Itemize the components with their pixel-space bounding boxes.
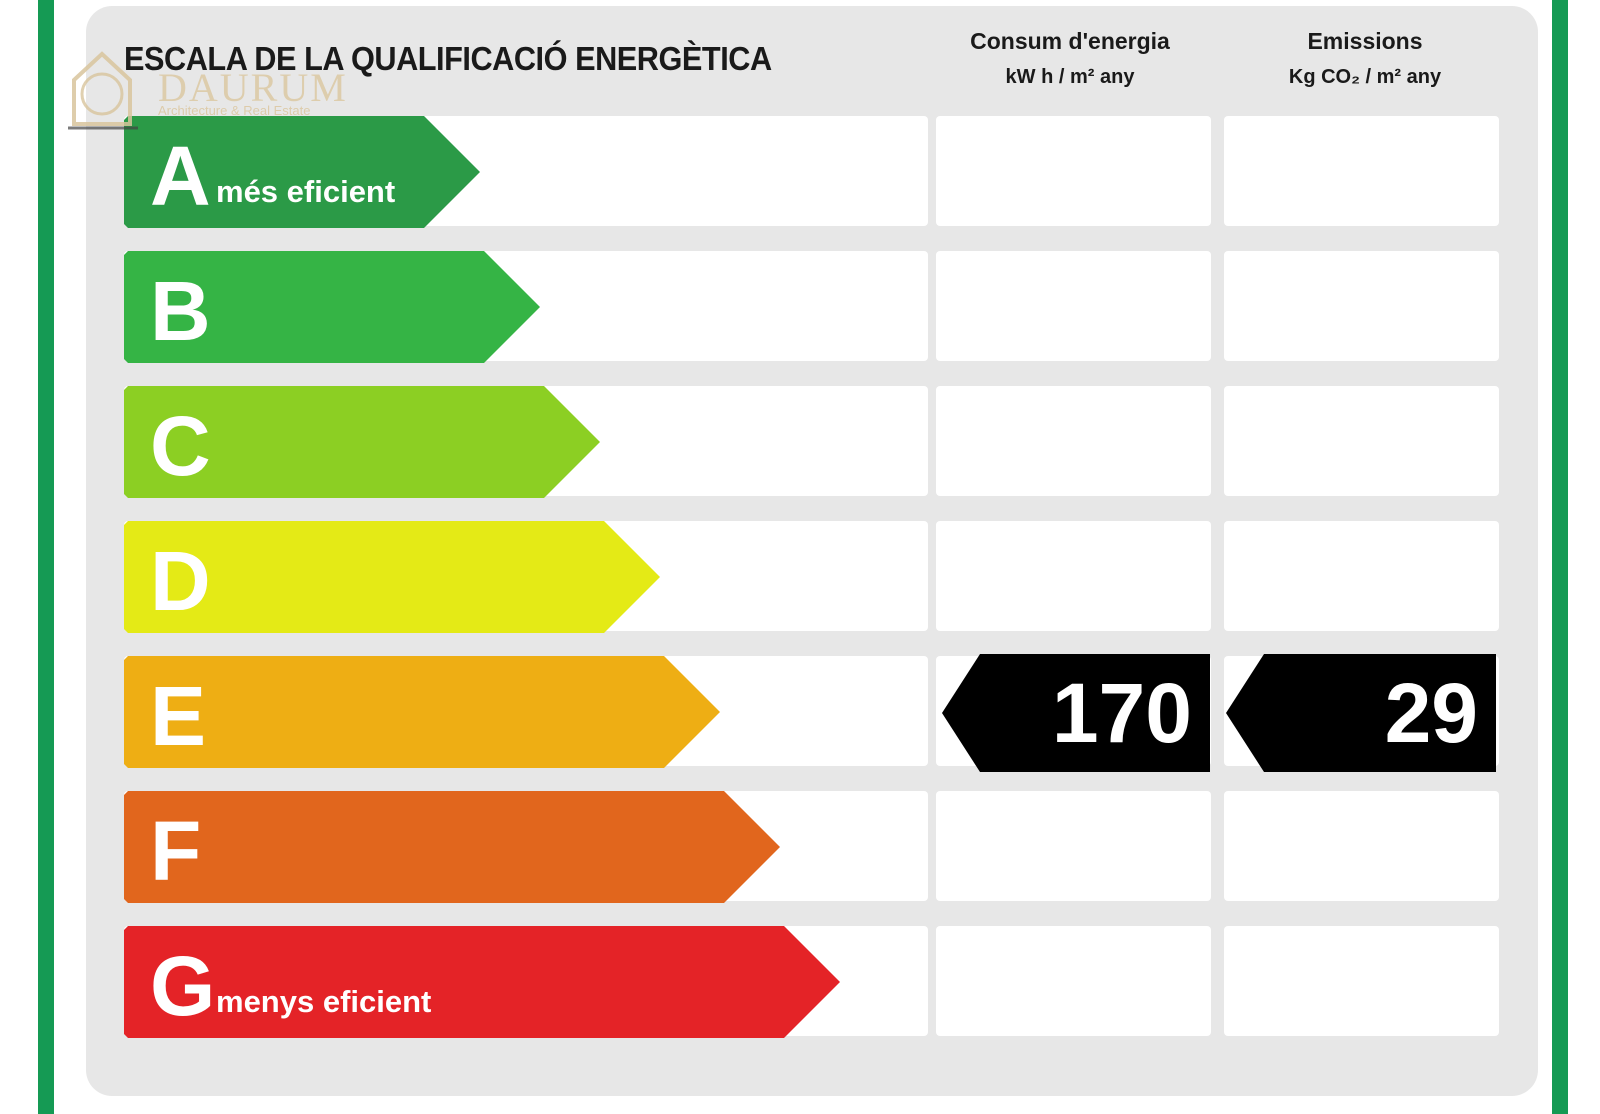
energy-class-arrow-e <box>124 656 720 770</box>
consum-label: Consum d'energia <box>970 28 1170 54</box>
consum-rating-tag <box>942 654 1210 772</box>
value-tag-shape <box>1226 654 1496 772</box>
frame-border-left <box>38 0 54 1114</box>
emissions-cell <box>1224 926 1499 1036</box>
energy-class-arrow-f <box>124 791 780 905</box>
consum-cell <box>936 251 1211 361</box>
consum-cell <box>936 116 1211 226</box>
consum-unit: kW h / m² any <box>1005 66 1135 88</box>
emissions-cell <box>1224 791 1499 901</box>
emissions-cell <box>1224 521 1499 631</box>
class-arrow-shape <box>124 251 540 363</box>
daurum-logo-icon <box>68 51 138 130</box>
emissions-cell <box>1224 251 1499 361</box>
class-arrow-shape <box>124 791 780 903</box>
emissions-label: Emissions <box>1307 28 1423 54</box>
class-arrow-shape <box>124 926 840 1038</box>
value-tag-shape <box>942 654 1210 772</box>
class-letter: C <box>150 399 211 493</box>
class-arrow-shape <box>124 386 600 498</box>
class-arrow-shape <box>124 656 720 768</box>
emissions-unit: Kg CO₂ / m² any <box>1288 66 1442 88</box>
class-subtitle: més eficient <box>216 174 396 209</box>
class-arrow-shape <box>124 116 480 228</box>
emissions-cell <box>1224 116 1499 226</box>
emissions-rating-tag-value: 29 <box>1384 666 1478 760</box>
energy-class-arrow-a <box>124 116 480 230</box>
emissions-rating-tag <box>1226 654 1496 772</box>
energy-class-arrow-b <box>124 251 540 365</box>
column-header-emissions: Emissions Kg CO₂ / m² any <box>1215 26 1515 92</box>
class-letter: E <box>150 669 207 763</box>
class-arrow-shape <box>124 521 660 633</box>
class-letter: A <box>150 129 211 223</box>
energy-class-arrow-c <box>124 386 600 500</box>
label-title: ESCALA DE LA QUALIFICACIÓ ENERGÈTICA <box>124 40 772 77</box>
consum-cell <box>936 521 1211 631</box>
class-letter: F <box>150 804 202 898</box>
energy-class-arrow-d <box>124 521 660 635</box>
emissions-cell <box>1224 386 1499 496</box>
class-letter: B <box>150 264 211 358</box>
frame-border-right <box>1552 0 1568 1114</box>
logo-tagline: Architecture & Real Estate <box>158 103 311 118</box>
column-header-consum: Consum d'energia kW h / m² any <box>920 26 1220 92</box>
consum-rating-tag-value: 170 <box>1051 666 1192 760</box>
class-letter: G <box>150 939 216 1033</box>
logo-name: DAURUM <box>158 65 348 110</box>
consum-cell <box>936 926 1211 1036</box>
class-subtitle: menys eficient <box>216 984 432 1019</box>
consum-cell <box>936 791 1211 901</box>
consum-cell <box>936 386 1211 496</box>
class-letter: D <box>150 534 211 628</box>
energy-class-arrow-g <box>124 926 840 1040</box>
